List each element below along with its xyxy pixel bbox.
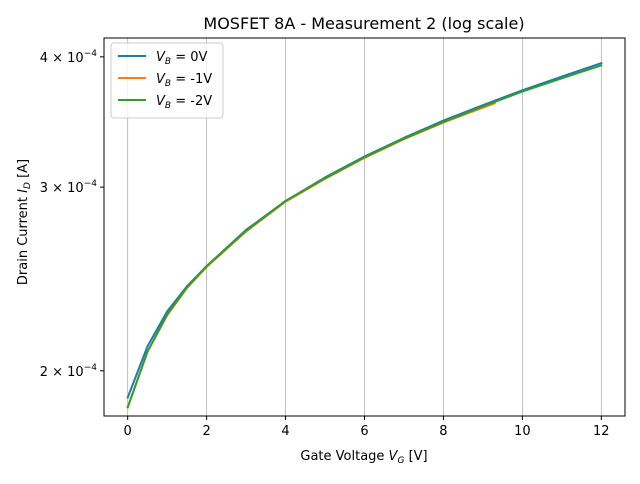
y-axis-label-main: Drain Current bbox=[16, 193, 31, 285]
legend-label: VB = 0V bbox=[156, 50, 208, 67]
x-tick-label: 2 bbox=[202, 424, 210, 439]
x-axis-label: Gate Voltage VG [V] bbox=[300, 449, 427, 466]
x-axis-ticks: 0 2 4 6 8 10 12 bbox=[124, 416, 610, 439]
y-axis-ticks: 2 × 10−4 3 × 10−4 4 × 10−4 bbox=[40, 49, 104, 380]
x-axis-label-sub: G bbox=[397, 456, 404, 466]
x-axis-label-main: Gate Voltage bbox=[300, 449, 388, 464]
x-tick-label: 12 bbox=[593, 424, 610, 439]
series-lines bbox=[126, 61, 603, 409]
y-tick-label: 2 × 10−4 bbox=[40, 363, 98, 380]
legend-items: VB = 0V VB = -1V VB = -2V bbox=[118, 50, 212, 111]
x-tick-label: 6 bbox=[360, 424, 368, 439]
chart-title: MOSFET 8A - Measurement 2 (log scale) bbox=[203, 14, 524, 33]
y-axis-label: Drain Current ID [A] bbox=[16, 159, 33, 285]
x-tick-label: 8 bbox=[439, 424, 447, 439]
y-axis-label-sub: D bbox=[23, 182, 33, 189]
x-tick-label: 10 bbox=[514, 424, 531, 439]
x-tick-label: 0 bbox=[124, 424, 132, 439]
y-axis-label-var: I bbox=[16, 189, 31, 193]
x-tick-label: 4 bbox=[281, 424, 289, 439]
x-axis-label-var: V bbox=[389, 449, 399, 464]
legend-label: VB = -2V bbox=[156, 94, 212, 111]
y-tick-label: 3 × 10−4 bbox=[40, 179, 98, 196]
x-axis-label-unit: [V] bbox=[404, 449, 427, 464]
y-tick-label: 4 × 10−4 bbox=[40, 49, 98, 66]
series-line--2V bbox=[126, 64, 603, 409]
legend-label: VB = -1V bbox=[156, 72, 212, 89]
y-axis-label-unit: [A] bbox=[16, 159, 31, 182]
legend: VB = 0V VB = -1V VB = -2V bbox=[110, 42, 224, 119]
